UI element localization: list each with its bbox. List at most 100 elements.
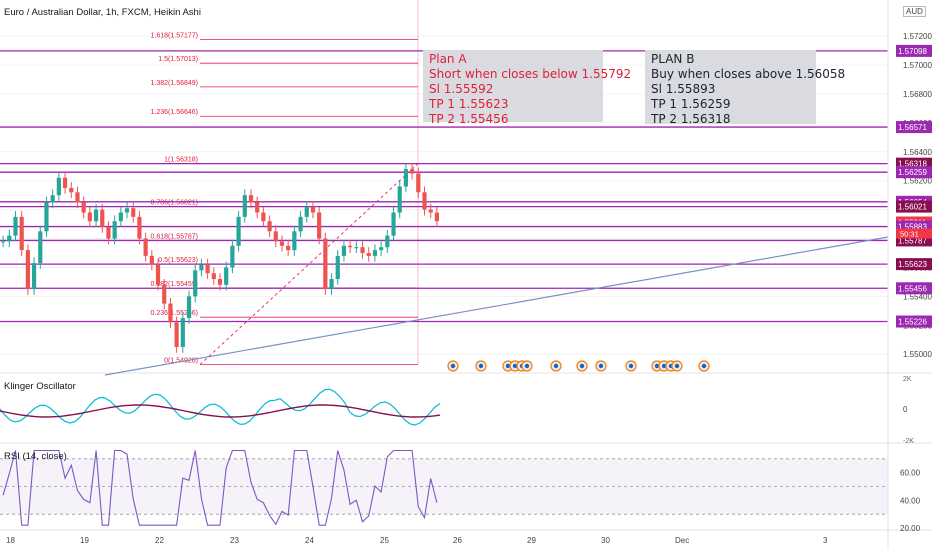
price-axis[interactable]: 1.572001.570001.568001.566001.564001.562… (887, 0, 932, 550)
candle-body (38, 231, 43, 264)
plan-a-line: TP 2 1.55456 (429, 112, 509, 126)
candle-body (131, 208, 136, 217)
price-tick-label: 1.56800 (903, 90, 932, 99)
fib-level-label: 0.618(1.55787) (151, 233, 198, 240)
candle-body (348, 245, 353, 248)
candle-body (428, 209, 433, 213)
candle-body (19, 216, 24, 251)
candle-body (162, 284, 167, 304)
candle-body (279, 241, 285, 246)
plan-a-line: Plan A (429, 52, 467, 66)
candle-body (193, 270, 198, 297)
rsi-title: RSI (14, close) (4, 451, 67, 462)
plan-b-note[interactable]: PLAN B Buy when closes above 1.56058 Sl … (645, 50, 845, 126)
time-axis[interactable]: 18 19 22 23 24 25 26 29 30 Dec 3 (6, 536, 828, 545)
candle-body (81, 202, 86, 213)
price-label-box (896, 200, 932, 213)
price-label-text: 1.56259 (898, 168, 927, 177)
candle-body (25, 250, 30, 290)
candle-body (292, 231, 297, 251)
klinger-neg-label: -2K (903, 438, 914, 445)
klinger-signal-line (0, 404, 441, 418)
rsi-tick-label: 20.00 (900, 524, 921, 533)
candle-body (298, 216, 303, 232)
price-tick-label: 1.55400 (903, 292, 932, 301)
horizontal-levels[interactable] (0, 50, 888, 323)
fib-level-label: 1.382(1.56849) (151, 80, 198, 87)
candle-body (106, 226, 111, 239)
price-grid (0, 35, 932, 531)
time-tick-label: 29 (527, 536, 536, 545)
time-tick-label: 25 (380, 536, 389, 545)
klinger-zero-label: 0 (903, 405, 908, 414)
candle-body (267, 221, 272, 232)
countdown-text: 50:31 (900, 229, 919, 238)
candle-body (242, 195, 247, 217)
currency-label[interactable]: AUD (903, 6, 926, 17)
candle-body (118, 212, 123, 222)
candle-body (317, 212, 322, 239)
candle-body (143, 238, 148, 256)
candle-body (186, 296, 192, 319)
event-icon-dot (450, 363, 456, 369)
candle-body (50, 195, 55, 203)
price-label-box (896, 258, 932, 271)
candle-body (87, 212, 92, 222)
time-tick-label: 19 (80, 536, 89, 545)
candle-body (93, 209, 99, 222)
candle-body (341, 245, 347, 256)
plan-b-line: TP 1 1.56259 (651, 97, 731, 111)
candle-body (286, 245, 291, 251)
price-label-text: 1.55623 (898, 260, 927, 269)
price-label-box (896, 44, 932, 57)
time-tick-label: 26 (453, 536, 462, 545)
candle-body (385, 235, 390, 248)
candle-body (335, 255, 340, 280)
symbol-title: Euro / Australian Dollar, 1h, FXCM, Heik… (4, 7, 201, 18)
plan-b-line: Sl 1.55893 (651, 82, 716, 96)
candle-body (155, 264, 161, 285)
plan-a-note[interactable]: Plan A Short when closes below 1.55792 S… (423, 50, 631, 126)
candle-body (273, 231, 278, 242)
fib-level-label: 1.236(1.56646) (151, 109, 198, 116)
countdown-box (896, 228, 932, 239)
event-icons[interactable] (447, 360, 710, 372)
candle-body (379, 247, 384, 251)
candle-body (168, 303, 173, 323)
price-tick-label: 1.56200 (903, 177, 932, 186)
candle-body (304, 206, 309, 217)
candle-body (149, 255, 154, 265)
candle-body (62, 177, 68, 188)
time-tick-label: 3 (823, 536, 828, 545)
candle-body (1, 241, 6, 243)
candle-body (224, 267, 229, 285)
event-icon-dot (553, 363, 559, 369)
ascending-trend-line (104, 236, 889, 376)
plan-b-line: PLAN B (651, 52, 695, 66)
time-tick-label: 30 (601, 536, 610, 545)
price-label-text: 1.56318 (898, 160, 927, 169)
price-label-box (896, 121, 932, 134)
event-icon-dot (478, 363, 484, 369)
event-icon-dot (628, 363, 634, 369)
candle-body (354, 247, 359, 249)
price-label-box (896, 282, 932, 295)
trend-lines[interactable] (104, 163, 889, 376)
price-tick-label: 1.55000 (903, 350, 932, 359)
rsi-tick-label: 60.00 (900, 469, 921, 478)
candle-body (230, 245, 235, 268)
candle-body (75, 192, 80, 203)
candle-body (422, 192, 427, 210)
klinger-title: Klinger Oscillator (4, 381, 76, 392)
price-label-text: 1.55226 (898, 318, 927, 327)
klinger-pane: 0 2K -2K (0, 376, 914, 445)
candle-body (217, 279, 223, 285)
candle-body (112, 221, 117, 239)
price-tick-label: 1.56400 (903, 148, 932, 157)
rsi-tick-label: 40.00 (900, 496, 921, 505)
price-label-text: 1.56021 (898, 203, 927, 212)
klinger-line (0, 388, 441, 426)
event-icon-dot (661, 363, 667, 369)
candle-body (13, 216, 18, 236)
event-icon-dot (512, 363, 518, 369)
